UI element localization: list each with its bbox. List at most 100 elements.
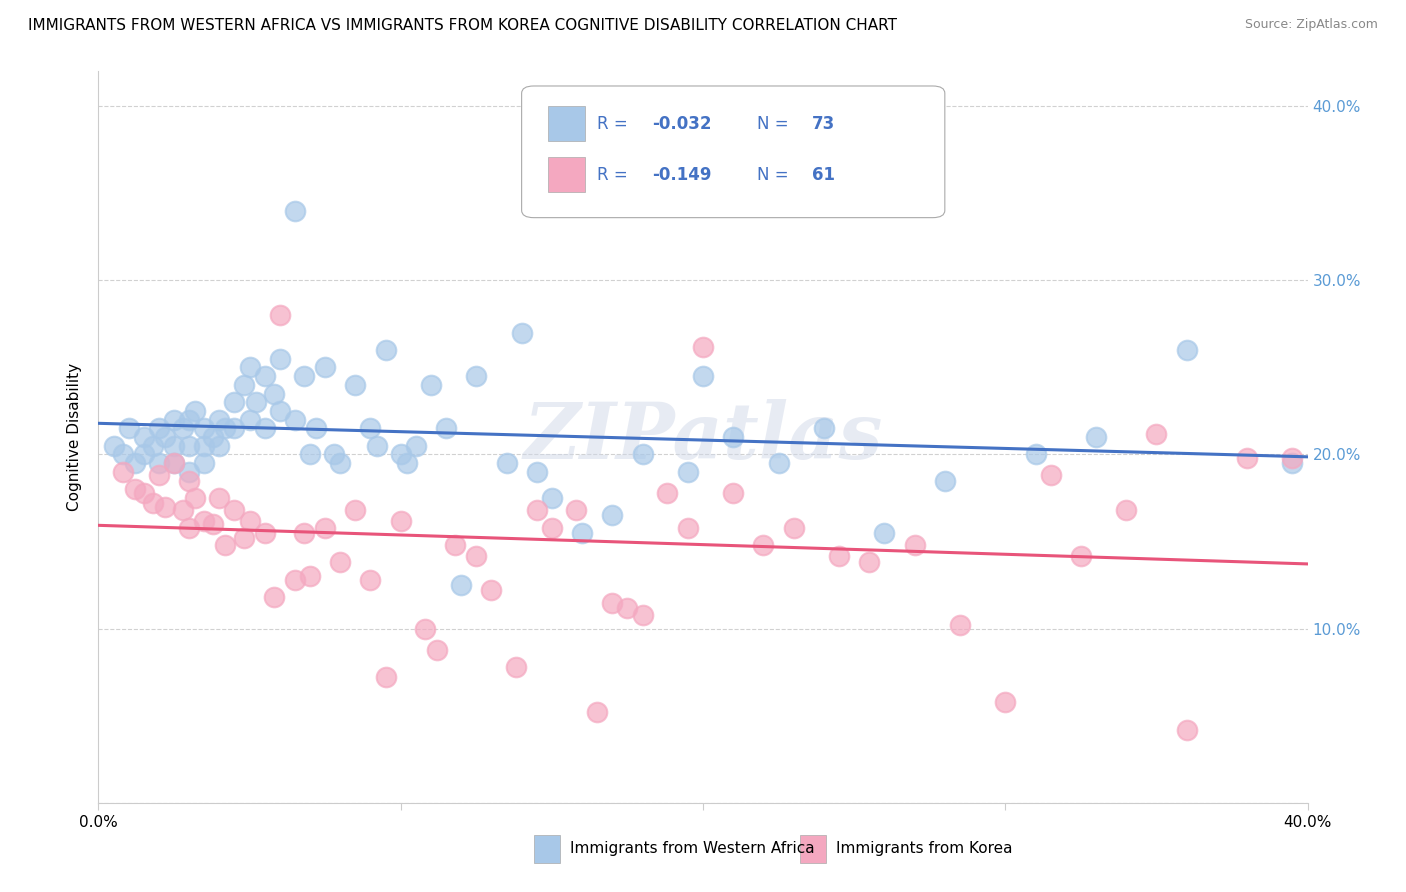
Point — [284, 573, 307, 587]
Point — [540, 521, 562, 535]
Text: N =: N = — [758, 166, 794, 185]
Point — [163, 412, 186, 426]
Point — [124, 456, 146, 470]
Point — [389, 448, 412, 462]
Text: ZIPatlas: ZIPatlas — [523, 399, 883, 475]
Point — [616, 600, 638, 615]
Point — [344, 503, 367, 517]
Point — [505, 660, 527, 674]
Point — [904, 538, 927, 552]
Point — [329, 556, 352, 570]
Point — [873, 525, 896, 540]
FancyBboxPatch shape — [534, 835, 561, 863]
Point — [253, 421, 276, 435]
Point — [132, 448, 155, 462]
Point — [1070, 549, 1092, 563]
Point — [142, 496, 165, 510]
Point — [526, 503, 548, 517]
Point — [631, 448, 654, 462]
Point — [752, 538, 775, 552]
Point — [111, 448, 134, 462]
Y-axis label: Cognitive Disability: Cognitive Disability — [67, 363, 83, 511]
Point — [949, 618, 972, 632]
Text: -0.149: -0.149 — [652, 166, 711, 185]
Text: Immigrants from Western Africa: Immigrants from Western Africa — [569, 841, 814, 856]
Point — [224, 395, 246, 409]
Point — [172, 503, 194, 517]
Point — [360, 573, 382, 587]
Point — [723, 485, 745, 500]
Point — [163, 456, 186, 470]
Point — [132, 485, 155, 500]
Point — [208, 491, 231, 505]
Point — [163, 439, 186, 453]
Point — [1175, 343, 1198, 357]
Point — [413, 622, 436, 636]
Point — [571, 525, 593, 540]
Point — [111, 465, 134, 479]
Point — [202, 517, 225, 532]
Point — [465, 549, 488, 563]
Point — [495, 456, 517, 470]
Text: IMMIGRANTS FROM WESTERN AFRICA VS IMMIGRANTS FROM KOREA COGNITIVE DISABILITY COR: IMMIGRANTS FROM WESTERN AFRICA VS IMMIGR… — [28, 18, 897, 33]
Point — [305, 421, 328, 435]
Point — [299, 448, 322, 462]
Point — [602, 595, 624, 609]
Point — [118, 421, 141, 435]
Point — [450, 578, 472, 592]
Point — [783, 521, 806, 535]
Point — [692, 339, 714, 353]
Point — [828, 549, 851, 563]
Point — [344, 377, 367, 392]
Point — [224, 421, 246, 435]
Point — [426, 642, 449, 657]
Point — [813, 421, 835, 435]
Point — [360, 421, 382, 435]
Point — [263, 386, 285, 401]
Point — [631, 607, 654, 622]
Point — [540, 491, 562, 505]
Point — [153, 430, 176, 444]
Point — [676, 465, 699, 479]
Point — [245, 395, 267, 409]
Point — [124, 483, 146, 497]
Point — [284, 203, 307, 218]
Point — [374, 670, 396, 684]
Point — [374, 343, 396, 357]
Point — [232, 531, 254, 545]
Point — [184, 491, 207, 505]
Point — [179, 439, 201, 453]
Point — [214, 421, 236, 435]
Point — [253, 525, 276, 540]
Point — [239, 412, 262, 426]
Point — [395, 456, 418, 470]
Point — [655, 485, 678, 500]
Point — [1115, 503, 1137, 517]
Point — [510, 326, 533, 340]
Text: Source: ZipAtlas.com: Source: ZipAtlas.com — [1244, 18, 1378, 31]
FancyBboxPatch shape — [800, 835, 827, 863]
Point — [269, 308, 291, 322]
Point — [163, 456, 186, 470]
Point — [179, 521, 201, 535]
Point — [148, 456, 170, 470]
Point — [420, 377, 443, 392]
Point — [389, 514, 412, 528]
Point — [1024, 448, 1046, 462]
Point — [269, 351, 291, 366]
Point — [565, 503, 588, 517]
Point — [481, 583, 503, 598]
Point — [179, 474, 201, 488]
Point — [208, 439, 231, 453]
Text: R =: R = — [596, 166, 633, 185]
Text: R =: R = — [596, 115, 633, 133]
Point — [239, 360, 262, 375]
Point — [292, 525, 315, 540]
Point — [193, 514, 215, 528]
Point — [253, 369, 276, 384]
FancyBboxPatch shape — [548, 106, 585, 141]
Point — [299, 569, 322, 583]
Point — [193, 456, 215, 470]
Point — [208, 412, 231, 426]
FancyBboxPatch shape — [522, 86, 945, 218]
